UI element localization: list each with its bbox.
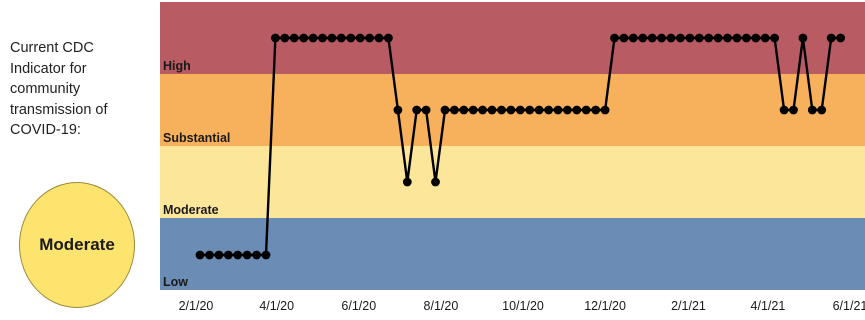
current-level-circle: Moderate: [19, 182, 135, 308]
x-tick-label: 12/1/20: [584, 299, 626, 313]
x-tick-label: 10/1/20: [502, 299, 544, 313]
indicator-caption-line: Current CDC: [10, 40, 94, 56]
x-axis-tick-labels: 2/1/20 4/1/20 6/1/20 8/1/20 10/1/20 12/1/20 2/…: [179, 299, 865, 313]
current-level-label: Moderate: [39, 235, 115, 254]
data-point: [384, 33, 393, 43]
data-point: [459, 105, 469, 115]
data-point: [374, 33, 384, 43]
data-point: [826, 33, 836, 43]
x-tick-label: 2/1/21: [671, 299, 706, 313]
data-point: [525, 105, 535, 115]
series-points: [195, 33, 845, 260]
data-point: [393, 105, 403, 115]
data-point: [657, 33, 666, 43]
data-point: [440, 105, 450, 115]
data-point: [544, 105, 553, 115]
indicator-caption-line: COVID-19:: [10, 122, 81, 138]
indicator-panel: Current CDC Indicator for community tran…: [0, 0, 160, 320]
data-point: [610, 33, 619, 43]
data-point: [195, 250, 205, 260]
x-tick-label: 6/1/20: [341, 299, 376, 313]
data-point: [807, 105, 817, 115]
data-point: [694, 33, 704, 43]
data-point: [289, 33, 299, 43]
x-tick-label: 8/1/20: [424, 299, 459, 313]
data-point: [732, 33, 742, 43]
data-point: [751, 33, 761, 43]
data-point: [789, 105, 798, 115]
data-point: [497, 105, 506, 115]
data-point: [468, 105, 478, 115]
data-point: [431, 177, 440, 187]
data-point: [676, 33, 685, 43]
indicator-caption-line: Indicator for: [10, 60, 87, 77]
x-tick-label: 4/1/21: [751, 299, 786, 313]
data-point: [271, 33, 280, 43]
data-point: [346, 33, 356, 43]
band-low: [160, 218, 865, 290]
data-point: [817, 105, 827, 115]
band-moderate: [160, 146, 865, 218]
data-point: [836, 33, 845, 43]
data-point: [647, 33, 657, 43]
data-point: [223, 250, 233, 260]
data-point: [450, 105, 459, 115]
x-tick-label: 2/1/20: [179, 299, 214, 313]
data-point: [280, 33, 290, 43]
data-point: [563, 105, 572, 115]
data-point: [318, 33, 327, 43]
data-point: [233, 250, 243, 260]
data-point: [365, 33, 374, 43]
data-point: [553, 105, 563, 115]
data-point: [798, 33, 808, 43]
data-point: [327, 33, 337, 43]
data-point: [572, 105, 582, 115]
data-point: [402, 177, 412, 187]
indicator-caption-line: community: [10, 81, 81, 97]
data-point: [421, 105, 431, 115]
data-point: [760, 33, 770, 43]
band-label-high: High: [163, 59, 191, 73]
data-point: [506, 105, 516, 115]
level-band-labels: Low Moderate Substantial High: [163, 59, 230, 289]
data-point: [336, 33, 346, 43]
data-point: [685, 33, 695, 43]
data-point: [770, 33, 779, 43]
data-point: [252, 250, 261, 260]
data-point: [487, 105, 497, 115]
data-point: [713, 33, 723, 43]
data-point: [619, 33, 629, 43]
data-point: [355, 33, 365, 43]
data-point: [515, 105, 525, 115]
data-point: [591, 105, 601, 115]
band-label-moderate: Moderate: [163, 203, 219, 217]
data-point: [704, 33, 714, 43]
data-point: [478, 105, 487, 115]
data-point: [308, 33, 318, 43]
data-point: [299, 33, 309, 43]
data-point: [412, 105, 422, 115]
data-point: [261, 250, 271, 260]
data-point: [581, 105, 591, 115]
band-label-low: Low: [163, 275, 188, 289]
indicator-caption-line: transmission of: [10, 101, 108, 118]
data-point: [214, 250, 224, 260]
data-point: [600, 105, 610, 115]
data-point: [534, 105, 544, 115]
data-point: [242, 250, 252, 260]
data-point: [638, 33, 648, 43]
data-point: [666, 33, 676, 43]
data-point: [205, 250, 214, 260]
data-point: [723, 33, 732, 43]
band-label-substantial: Substantial: [163, 131, 230, 145]
indicator-caption: Current CDC Indicator for community tran…: [10, 38, 155, 141]
x-tick-label: 4/1/20: [259, 299, 294, 313]
data-point: [742, 33, 751, 43]
data-point: [779, 105, 789, 115]
x-tick-label: 6/1/21: [833, 299, 865, 313]
data-point: [628, 33, 638, 43]
